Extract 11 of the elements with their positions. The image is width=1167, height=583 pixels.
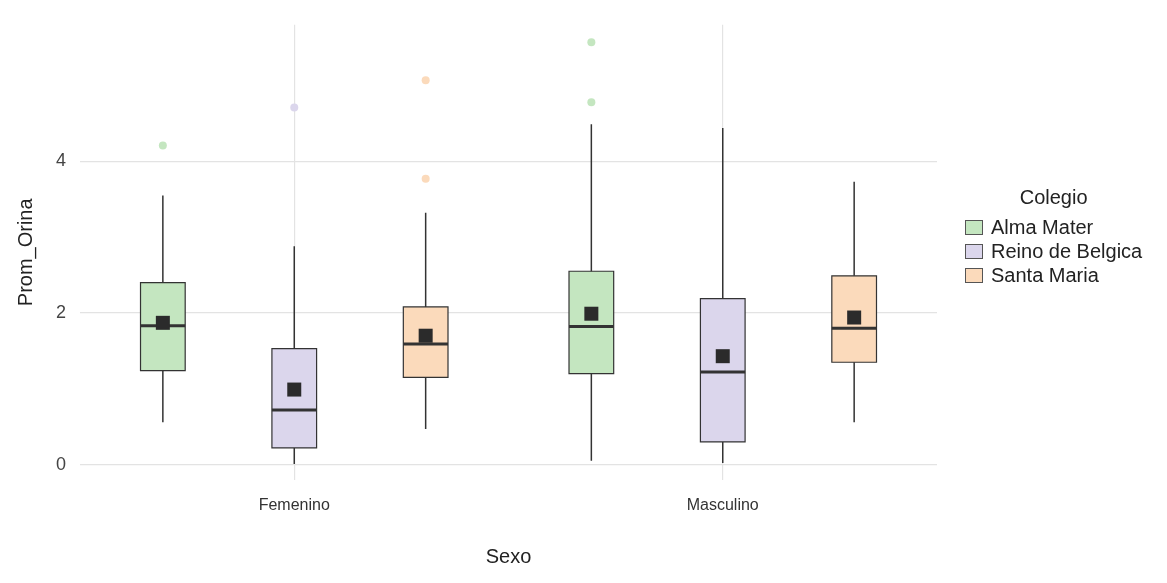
y-tick-label: 2: [56, 301, 67, 322]
legend-label: Santa Maria: [991, 263, 1099, 287]
legend-title: Colegio: [1018, 185, 1089, 209]
x-tick-label: Femenino: [258, 495, 330, 513]
x-tick-label: Masculino: [686, 495, 759, 513]
x-axis-title: Sexo: [485, 544, 532, 567]
legend-label: Reino de Belgica: [991, 239, 1143, 263]
y-tick-label: 4: [56, 150, 67, 171]
y-tick-label: 0: [56, 453, 67, 474]
y-axis-title: Prom_Orina: [13, 197, 37, 307]
legend-label: Alma Mater: [991, 215, 1094, 239]
